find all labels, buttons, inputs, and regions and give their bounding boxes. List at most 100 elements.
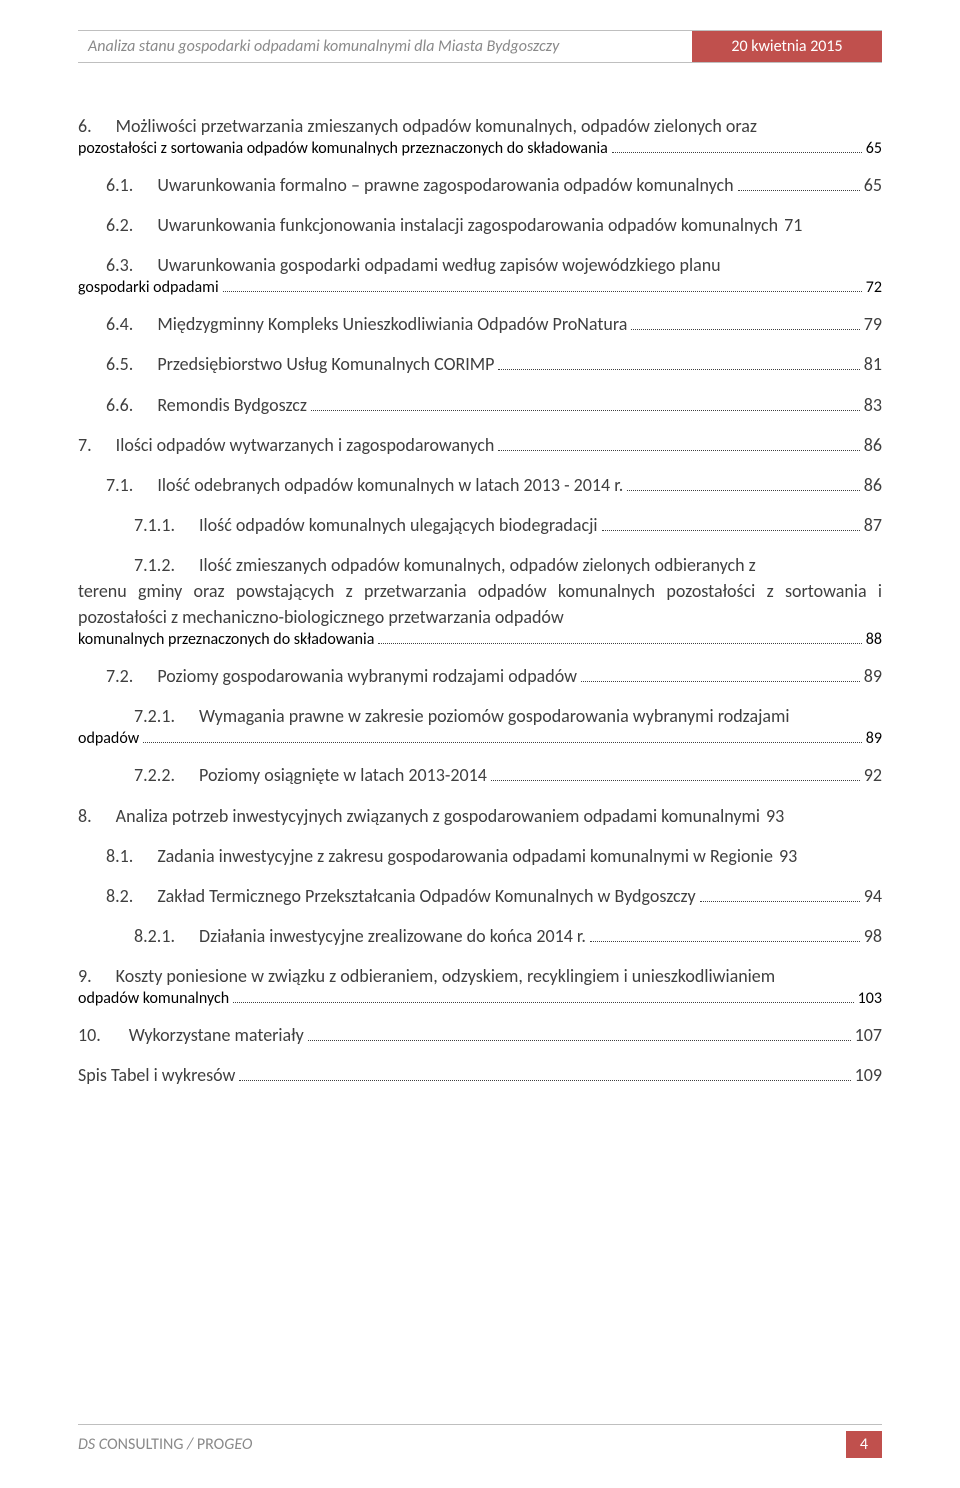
page-header: Analiza stanu gospodarki odpadami komuna… bbox=[78, 30, 882, 63]
footer-divider bbox=[78, 1424, 882, 1425]
toc-page-number: 93 bbox=[766, 803, 784, 829]
toc-entry: 6.4. Międzygminny Kompleks Unieszkodliwia… bbox=[78, 311, 882, 337]
toc-entry: 6.2.Uwarunkowania funkcjonowania instala… bbox=[78, 212, 882, 238]
header-date: 20 kwietnia 2015 bbox=[692, 30, 882, 63]
toc-number: 6.6. bbox=[106, 392, 133, 418]
toc-entry-text: Uwarunkowania formalno – prawne zagospod… bbox=[157, 172, 733, 198]
toc-page-number: 81 bbox=[864, 351, 882, 377]
toc-entry-text: Ilości odpadów wytwarzanych i zagospodar… bbox=[116, 432, 495, 458]
toc-number: 8.2. bbox=[106, 883, 133, 909]
footer-span: / bbox=[183, 1435, 196, 1454]
toc-entry: 7.2.2. Poziomy osiągnięte w latach 2013-2… bbox=[78, 762, 882, 788]
toc-number: 6.2. bbox=[106, 212, 133, 238]
toc-number: 7.1.2. bbox=[134, 554, 175, 576]
toc-leader-dots bbox=[612, 152, 862, 153]
toc-page-number: 86 bbox=[864, 432, 882, 458]
toc-entry-text: odpadów bbox=[78, 729, 139, 748]
toc-entry-text: 7.2.1.Wymagania prawne w zakresie poziom… bbox=[134, 703, 882, 729]
toc-entry: 6.5.Przedsiębiorstwo Usług Komunalnych C… bbox=[78, 351, 882, 377]
toc-entry-lastline: komunalnych przeznaczonych do składowani… bbox=[78, 630, 882, 649]
toc-page-number: 94 bbox=[864, 883, 882, 909]
toc-leader-dots bbox=[631, 329, 859, 330]
toc-leader-dots bbox=[590, 941, 860, 942]
toc-entry-text: Międzygminny Kompleks Unieszkodliwiania … bbox=[157, 311, 627, 337]
toc-page-number: 88 bbox=[866, 630, 882, 649]
toc-entry-text: 9.Koszty poniesione w związku z odbieran… bbox=[78, 963, 882, 989]
toc-number: 7.1. bbox=[106, 472, 133, 498]
toc-number: 6.4. bbox=[106, 311, 133, 337]
toc-number: 9. bbox=[78, 965, 92, 987]
toc-page-number: 98 bbox=[864, 923, 882, 949]
toc-leader-dots bbox=[239, 1080, 850, 1081]
toc-number: 7.2.2. bbox=[134, 762, 175, 788]
toc-entry-text: Poziomy osiągnięte w latach 2013-2014 bbox=[199, 762, 487, 788]
toc-entry-text: Spis Tabel i wykresów bbox=[78, 1062, 235, 1088]
toc-entry-text: 7.1.2.Ilość zmieszanych odpadów komunaln… bbox=[134, 552, 882, 578]
toc-page-number: 93 bbox=[779, 843, 797, 869]
toc-number: 10. bbox=[78, 1022, 101, 1048]
toc-entry: 8.1. Zadania inwestycyjne z zakresu gospo… bbox=[78, 843, 882, 869]
page-number-box: 4 bbox=[846, 1431, 882, 1458]
toc-entry: 6.3.Uwarunkowania gospodarki odpadami we… bbox=[78, 252, 882, 297]
toc-entry-text: Przedsiębiorstwo Usług Komunalnych CORIM… bbox=[157, 351, 494, 377]
toc-leader-dots bbox=[498, 450, 859, 451]
toc-leader-dots bbox=[143, 742, 862, 743]
toc-leader-dots bbox=[223, 291, 862, 292]
document-page: Analiza stanu gospodarki odpadami komuna… bbox=[0, 0, 960, 1488]
toc-entry-lastline: pozostałości z sortowania odpadów komuna… bbox=[78, 139, 882, 158]
toc-leader-dots bbox=[602, 530, 860, 531]
footer-row: DS CONSULTING / PROGEO 4 bbox=[78, 1431, 882, 1458]
toc-leader-dots bbox=[311, 410, 860, 411]
toc-entry-text: Działania inwestycyjne zrealizowane do k… bbox=[199, 923, 586, 949]
toc-entry-text: terenu gminy oraz powstających z przetwa… bbox=[78, 578, 882, 630]
toc-leader-dots bbox=[700, 901, 860, 902]
toc-entry-text: gospodarki odpadami bbox=[78, 278, 219, 297]
toc-number: 7.2. bbox=[106, 663, 133, 689]
footer-span: DS C bbox=[78, 1435, 107, 1454]
toc-page-number: 107 bbox=[855, 1022, 882, 1048]
toc-entry-text: pozostałości z sortowania odpadów komuna… bbox=[78, 139, 608, 158]
toc-page-number: 86 bbox=[864, 472, 882, 498]
toc-entry-text: Ilość odpadów komunalnych ulegających bi… bbox=[199, 512, 598, 538]
toc-entry-lastline: odpadów komunalnych 103 bbox=[78, 989, 882, 1008]
toc-number: 7. bbox=[78, 432, 92, 458]
toc-page-number: 65 bbox=[866, 139, 882, 158]
toc-entry-text: odpadów komunalnych bbox=[78, 989, 229, 1008]
toc-leader-dots bbox=[627, 490, 860, 491]
footer-span: ONSULTING bbox=[107, 1435, 183, 1454]
toc-entry: 6.1.Uwarunkowania formalno – prawne zago… bbox=[78, 172, 882, 198]
toc-entry: 6.6.Remondis Bydgoszcz 83 bbox=[78, 392, 882, 418]
footer-span: PRO bbox=[197, 1435, 224, 1454]
toc-number: 6. bbox=[78, 115, 92, 137]
toc-entry-lastline: gospodarki odpadami 72 bbox=[78, 278, 882, 297]
toc-entry-text: Zadania inwestycyjne z zakresu gospodaro… bbox=[157, 843, 773, 869]
toc-page-number: 72 bbox=[866, 278, 882, 297]
page-footer: DS CONSULTING / PROGEO 4 bbox=[78, 1424, 882, 1458]
toc-number: 8.2.1. bbox=[134, 923, 175, 949]
toc-number: 8. bbox=[78, 803, 92, 829]
toc-entry-text: komunalnych przeznaczonych do składowani… bbox=[78, 630, 374, 649]
toc-entry-text: Zakład Termicznego Przekształcania Odpad… bbox=[157, 883, 695, 909]
toc-entry: 7.1.1.Ilość odpadów komunalnych ulegając… bbox=[78, 512, 882, 538]
toc-entry: 8.2. Zakład Termicznego Przekształcania O… bbox=[78, 883, 882, 909]
toc-entry-text: Wykorzystane materiały bbox=[129, 1022, 304, 1048]
toc-entry: 9.Koszty poniesione w związku z odbieran… bbox=[78, 963, 882, 1008]
toc-leader-dots bbox=[491, 780, 860, 781]
toc-number: 8.1. bbox=[106, 843, 133, 869]
toc-entry-text: Analiza potrzeb inwestycyjnych związanyc… bbox=[116, 803, 760, 829]
toc-page-number: 65 bbox=[864, 172, 882, 198]
toc-page-number: 89 bbox=[864, 663, 882, 689]
toc-number: 6.3. bbox=[106, 254, 133, 276]
toc-page-number: 103 bbox=[858, 989, 882, 1008]
toc-entry: Spis Tabel i wykresów 109 bbox=[78, 1062, 882, 1088]
toc-entry: 8.2.1. Działania inwestycyjne zrealizowan… bbox=[78, 923, 882, 949]
toc-leader-dots bbox=[738, 190, 860, 191]
toc-page-number: 87 bbox=[864, 512, 882, 538]
header-title: Analiza stanu gospodarki odpadami komuna… bbox=[78, 30, 692, 63]
footer-author: DS CONSULTING / PROGEO bbox=[78, 1435, 252, 1454]
toc-entry-lastline: odpadów 89 bbox=[78, 729, 882, 748]
toc-entry: 7.1.Ilość odebranych odpadów komunalnych… bbox=[78, 472, 882, 498]
toc-leader-dots bbox=[378, 643, 861, 644]
toc-leader-dots bbox=[581, 681, 860, 682]
toc-entry-text: Remondis Bydgoszcz bbox=[157, 392, 307, 418]
